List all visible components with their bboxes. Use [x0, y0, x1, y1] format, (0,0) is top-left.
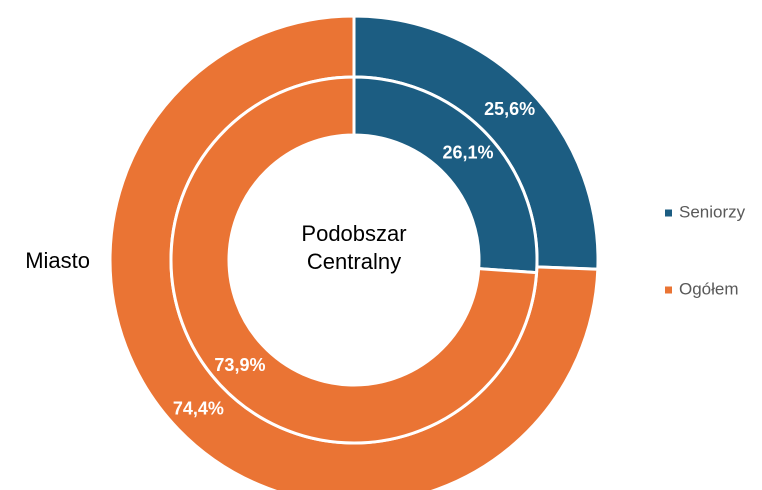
- legend-label: Seniorzy: [679, 202, 746, 221]
- legend-swatch: [665, 286, 672, 294]
- legend-label: Ogółem: [679, 279, 739, 298]
- data-label: 73,9%: [214, 355, 265, 375]
- outer-ring-label: Miasto: [25, 248, 90, 273]
- data-label: 26,1%: [443, 142, 494, 162]
- legend-swatch: [665, 209, 672, 217]
- donut-segment: [169, 75, 539, 445]
- inner-ring-label: Podobszar Centralny: [301, 221, 407, 274]
- data-label: 74,4%: [173, 399, 224, 419]
- data-label: 25,6%: [484, 99, 535, 119]
